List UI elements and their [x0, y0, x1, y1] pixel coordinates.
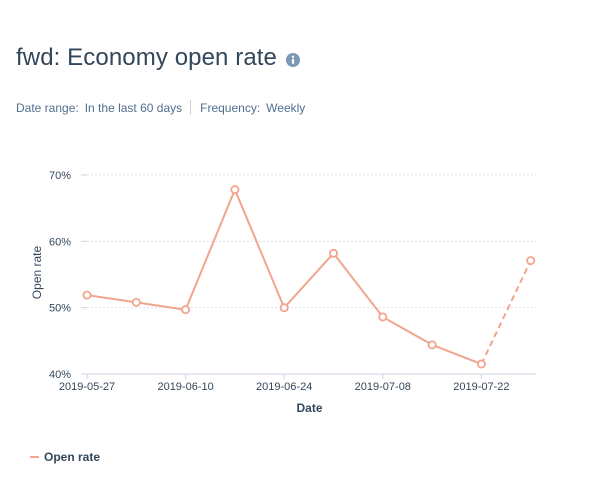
- data-point: [131, 297, 141, 307]
- data-point: [328, 248, 338, 258]
- series-line-open-rate: [86, 188, 482, 366]
- page-title: fwd: Economy open rate: [16, 44, 278, 71]
- date-range-value[interactable]: In the last 60 days: [84, 100, 183, 115]
- report-filters: Date range: In the last 60 days Frequenc…: [16, 100, 305, 115]
- y-tick-label: 70%: [49, 170, 71, 182]
- data-point: [181, 305, 191, 315]
- open-rate-chart: 40% 50% 60% 70% 2019-05-27 2019-06-10 2019-06-…: [30, 170, 536, 415]
- data-point: [279, 303, 289, 313]
- data-point: [230, 185, 240, 195]
- filter-divider: [190, 100, 192, 115]
- x-tick-label: 2019-06-10: [157, 381, 213, 393]
- x-tick-label: 2019-07-22: [453, 381, 509, 393]
- title-row: fwd: Economy open rate: [16, 44, 301, 72]
- date-range-label: Date range:: [16, 100, 79, 115]
- y-axis-title: Open rate: [30, 245, 44, 299]
- x-tick-label: 2019-07-08: [355, 381, 411, 393]
- data-point: [378, 312, 388, 322]
- y-tick-label: 40%: [49, 369, 71, 381]
- legend-swatch: [30, 456, 39, 458]
- data-point: [526, 256, 536, 266]
- y-tick-label: 50%: [49, 303, 71, 315]
- legend-label: Open rate: [44, 450, 101, 464]
- info-circle-icon[interactable]: [286, 53, 301, 67]
- x-axis-title: Date: [296, 401, 322, 415]
- x-tick-label: 2019-05-27: [59, 381, 115, 393]
- frequency-value[interactable]: Weekly: [266, 100, 306, 115]
- x-tick-label: 2019-06-24: [256, 381, 312, 393]
- chart-legend[interactable]: Open rate: [30, 450, 100, 464]
- data-point: [82, 290, 92, 300]
- series-line-forecast-segment: [480, 260, 532, 365]
- data-point: [476, 359, 486, 369]
- y-tick-label: 60%: [49, 236, 71, 248]
- data-point: [427, 340, 437, 350]
- frequency-label: Frequency:: [200, 100, 261, 115]
